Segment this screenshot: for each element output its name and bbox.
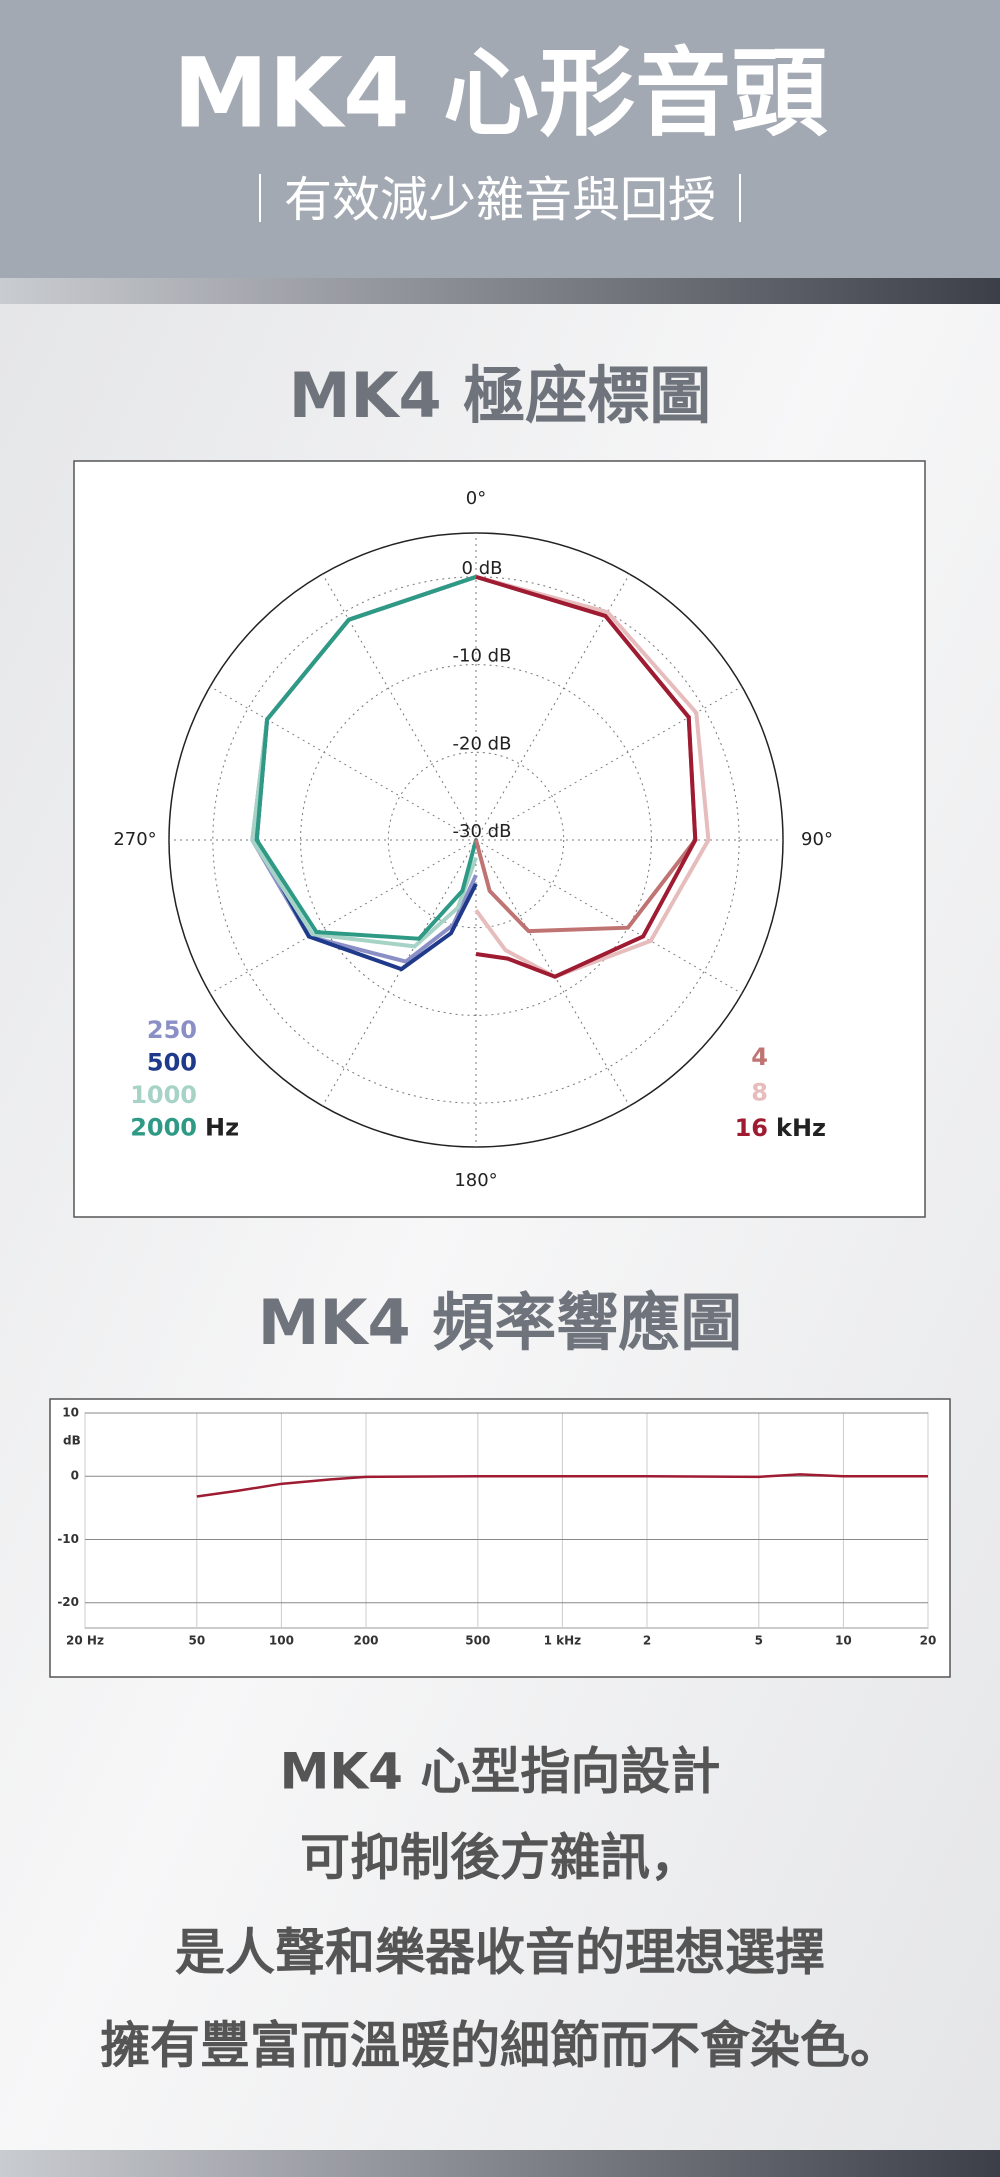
header-stripe (0, 278, 1000, 304)
header-band (0, 0, 1000, 280)
legend-unit: Hz (205, 1114, 239, 1142)
polar-curve (474, 574, 711, 979)
x-tick-label: 20 Hz (66, 1634, 104, 1648)
legend-entry: 250 (147, 1016, 197, 1044)
title: MK4 心形音頭 (173, 37, 828, 149)
r-tick-label: -20 dB (453, 733, 512, 754)
y-tick-label: -20 (57, 1595, 79, 1609)
y-tick-label: 10 (62, 1406, 79, 1420)
x-tick-label: 5 (755, 1634, 763, 1648)
x-tick-label: 100 (269, 1634, 294, 1648)
x-tick-label: 20 (920, 1634, 937, 1648)
response-line (196, 1473, 928, 1498)
theta-tick-label: 90° (801, 829, 833, 850)
legend-entry: 1000 (130, 1081, 197, 1109)
x-tick-label: 2 (643, 1634, 651, 1648)
theta-tick-label: 270° (113, 829, 156, 850)
footer-stripe (0, 2150, 1000, 2177)
theta-tick-label: 180° (454, 1170, 497, 1191)
x-tick-label: 50 (188, 1634, 205, 1648)
body-line: 擁有豐富而溫暖的細節而不會染色。 (100, 2017, 900, 2075)
y-tick-label: 0 (71, 1469, 79, 1483)
r-tick-label: -30 dB (453, 821, 512, 842)
legend-entry: 8 (751, 1079, 768, 1107)
theta-tick-label: 0° (466, 488, 486, 509)
x-tick-label: 1 kHz (544, 1634, 582, 1648)
legend-entry: 16 (735, 1114, 768, 1142)
section-title: MK4 頻率響應圖 (258, 1286, 742, 1359)
polar-ring (387, 751, 565, 929)
r-tick-label: -10 dB (453, 646, 512, 667)
polar-curve (475, 574, 698, 979)
polar-ring (300, 664, 652, 1016)
polar-curve (254, 574, 478, 941)
legend-unit: kHz (776, 1114, 826, 1142)
plot-area (84, 1412, 929, 1629)
y-tick-label: -10 (57, 1532, 79, 1546)
body-line: 可抑制後方雜訊， (300, 1829, 700, 1887)
x-tick-label: 10 (835, 1634, 852, 1648)
x-tick-label: 200 (353, 1634, 378, 1648)
section-title: MK4 極座標圖 (289, 359, 711, 432)
body-line: MK4 心型指向設計 (280, 1743, 721, 1801)
y-unit: dB (63, 1434, 81, 1448)
polar-ring (212, 576, 740, 1104)
body-line: 是人聲和樂器收音的理想選擇 (175, 1924, 825, 1982)
subtitle: ｜有效減少雜音與回授｜ (236, 172, 764, 228)
r-tick-label: 0 dB (462, 558, 503, 579)
legend-entry: 4 (751, 1043, 768, 1071)
x-tick-label: 500 (465, 1634, 490, 1648)
legend-entry: 500 (147, 1049, 197, 1077)
legend-entry: 2000 (130, 1114, 197, 1142)
